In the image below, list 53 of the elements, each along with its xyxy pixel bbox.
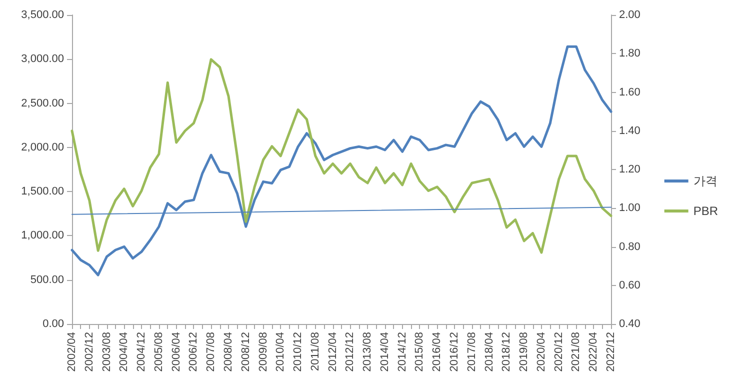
y2-tick-label: 1.20 xyxy=(619,164,640,176)
x-tick-label: 2015/08 xyxy=(414,332,426,372)
x-tick-label: 2006/04 xyxy=(170,332,182,372)
y2-tick-label: 0.40 xyxy=(619,318,640,330)
y2-tick-label: 1.60 xyxy=(619,86,640,98)
y-tick-label: 3,000.00 xyxy=(21,53,64,66)
x-tick-label: 2016/12 xyxy=(448,332,461,372)
y2-tick-label: 0.60 xyxy=(619,279,640,292)
x-tick-label: 2020/12 xyxy=(552,332,565,372)
legend-label: PBR xyxy=(693,204,718,218)
x-tick-label: 2003/08 xyxy=(100,332,113,372)
x-tick-label: 2012/04 xyxy=(326,332,339,372)
x-tick-label: 2021/08 xyxy=(570,332,582,372)
x-tick-label: 2014/04 xyxy=(378,332,391,372)
x-tick-label: 2020/04 xyxy=(535,332,548,372)
x-tick-label: 2018/04 xyxy=(483,332,496,372)
x-tick-label: 2004/12 xyxy=(136,332,148,372)
x-tick-label: 2006/12 xyxy=(188,332,200,372)
x-tick-label: 2016/04 xyxy=(431,332,444,372)
x-tick-label: 2010/12 xyxy=(292,332,304,372)
x-tick-label: 2002/04 xyxy=(66,332,78,372)
y-tick-label: 3,500.00 xyxy=(21,9,64,21)
x-tick-label: 2022/04 xyxy=(588,332,600,372)
y2-tick-label: 0.80 xyxy=(619,240,640,253)
y-tick-label: 500.00 xyxy=(30,274,64,286)
legend-label: 가격 xyxy=(693,174,718,188)
y2-tick-label: 1.40 xyxy=(619,124,640,137)
x-tick-label: 2002/12 xyxy=(83,332,96,372)
x-tick-label: 2014/12 xyxy=(396,332,408,372)
y-tick-label: 2,000.00 xyxy=(21,141,64,154)
x-tick-label: 2019/08 xyxy=(518,332,530,372)
x-tick-label: 2013/08 xyxy=(362,332,374,372)
x-tick-label: 2022/12 xyxy=(605,332,617,372)
y-tick-label: 1,500.00 xyxy=(21,186,64,198)
y-tick-label: 0.00 xyxy=(42,318,64,330)
x-tick-label: 2007/08 xyxy=(205,332,218,372)
y-tick-label: 2,500.00 xyxy=(21,97,64,110)
y-tick-label: 1,000.00 xyxy=(21,230,64,242)
x-tick-label: 2011/08 xyxy=(309,332,322,371)
line-series xyxy=(70,58,612,254)
x-tick-label: 2010/04 xyxy=(274,332,287,372)
x-tick-label: 2008/04 xyxy=(222,332,234,372)
x-tick-label: 2004/04 xyxy=(118,332,130,372)
y2-tick-label: 1.80 xyxy=(619,48,640,60)
x-tick-label: 2012/12 xyxy=(344,332,356,372)
y2-tick-label: 2.00 xyxy=(619,9,640,21)
line-series xyxy=(70,45,612,276)
x-tick-label: 2009/08 xyxy=(257,332,270,372)
x-tick-label: 2008/12 xyxy=(240,332,252,372)
x-tick-label: 2018/12 xyxy=(500,332,513,372)
y2-tick-label: 1.00 xyxy=(619,202,640,214)
x-tick-label: 2017/08 xyxy=(466,332,478,372)
x-tick-label: 2005/08 xyxy=(152,332,165,372)
